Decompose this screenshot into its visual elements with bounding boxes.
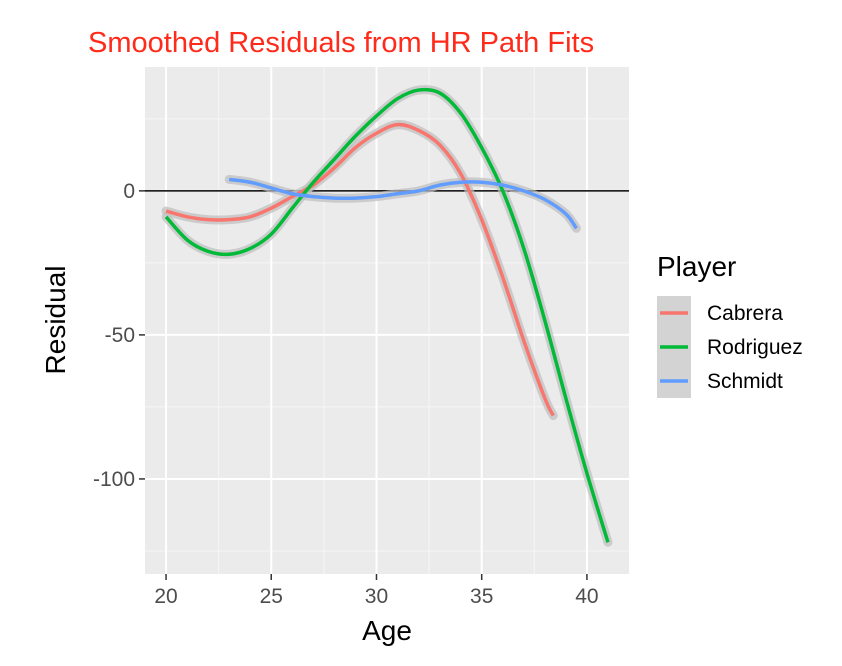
series-line-cabrera (165, 122, 555, 417)
y-axis-title: Residual (40, 266, 71, 375)
legend-label-schmidt: Schmidt (707, 370, 783, 393)
y-axis-ticks: -100 -50 0 (93, 180, 145, 491)
x-axis-title: Age (362, 615, 412, 646)
plot-panel (145, 67, 629, 574)
x-tick-label: 20 (154, 585, 177, 608)
y-tick-label: -100 (93, 468, 135, 491)
series-line-rodriguez (164, 87, 610, 543)
x-tick-label: 25 (260, 585, 283, 608)
x-tick-label: 30 (365, 585, 388, 608)
series-line-schmidt (228, 177, 578, 230)
legend-label-cabrera: Cabrera (707, 302, 783, 325)
legend: Player Cabrera Rodriguez Schmidt (657, 251, 803, 398)
series-lines (164, 87, 610, 543)
y-tick-label: -50 (105, 324, 135, 347)
x-tick-label: 40 (575, 585, 598, 608)
x-axis-ticks: 20 25 30 35 40 (154, 574, 599, 608)
chart-title: Smoothed Residuals from HR Path Fits (88, 27, 594, 59)
y-tick-label: 0 (123, 180, 135, 203)
grid-minor (145, 67, 629, 574)
x-tick-label: 35 (470, 585, 493, 608)
legend-title: Player (657, 251, 736, 282)
legend-label-rodriguez: Rodriguez (707, 336, 803, 359)
